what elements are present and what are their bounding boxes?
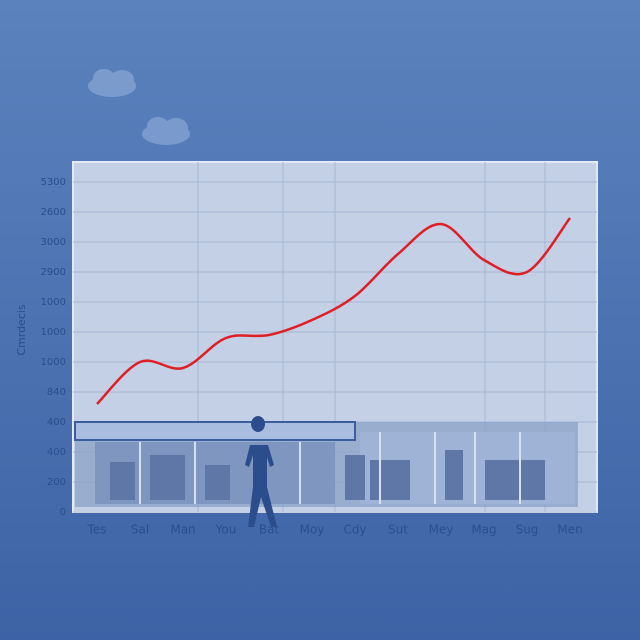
y-tick-label: 2900 bbox=[41, 267, 66, 278]
y-tick-label: 840 bbox=[47, 387, 66, 398]
x-tick-label: Man bbox=[170, 523, 195, 537]
y-tick-label: 400 bbox=[47, 417, 66, 428]
x-tick-label: Men bbox=[557, 523, 582, 537]
x-tick-label: Mag bbox=[471, 523, 496, 537]
y-tick-label: 1000 bbox=[41, 327, 66, 338]
y-axis-label: Cmrdecis bbox=[15, 304, 28, 356]
trend-line bbox=[96, 217, 571, 405]
y-tick-label: 3000 bbox=[41, 237, 66, 248]
person-silhouette bbox=[245, 416, 277, 527]
clouds bbox=[88, 69, 190, 145]
y-tick-label: 0 bbox=[60, 507, 66, 518]
x-tick-label: Moy bbox=[300, 523, 325, 537]
y-tick-label: 400 bbox=[47, 447, 66, 458]
x-tick-label: Sal bbox=[131, 523, 149, 537]
x-tick-label: Bat bbox=[259, 523, 280, 537]
x-tick-label: Tes bbox=[87, 523, 107, 537]
y-tick-label: 5300 bbox=[41, 177, 66, 188]
x-tick-label: Sug bbox=[516, 523, 539, 537]
x-tick-label: Cdy bbox=[343, 523, 366, 537]
x-tick-label: Mey bbox=[429, 523, 454, 537]
y-tick-label: 1000 bbox=[41, 357, 66, 368]
y-tick-label: 2600 bbox=[41, 207, 66, 218]
y-tick-label: 1000 bbox=[41, 297, 66, 308]
storefront bbox=[74, 421, 578, 507]
x-tick-label: You bbox=[215, 523, 237, 537]
y-tick-label: 200 bbox=[47, 477, 66, 488]
x-tick-label: Sut bbox=[388, 523, 408, 537]
